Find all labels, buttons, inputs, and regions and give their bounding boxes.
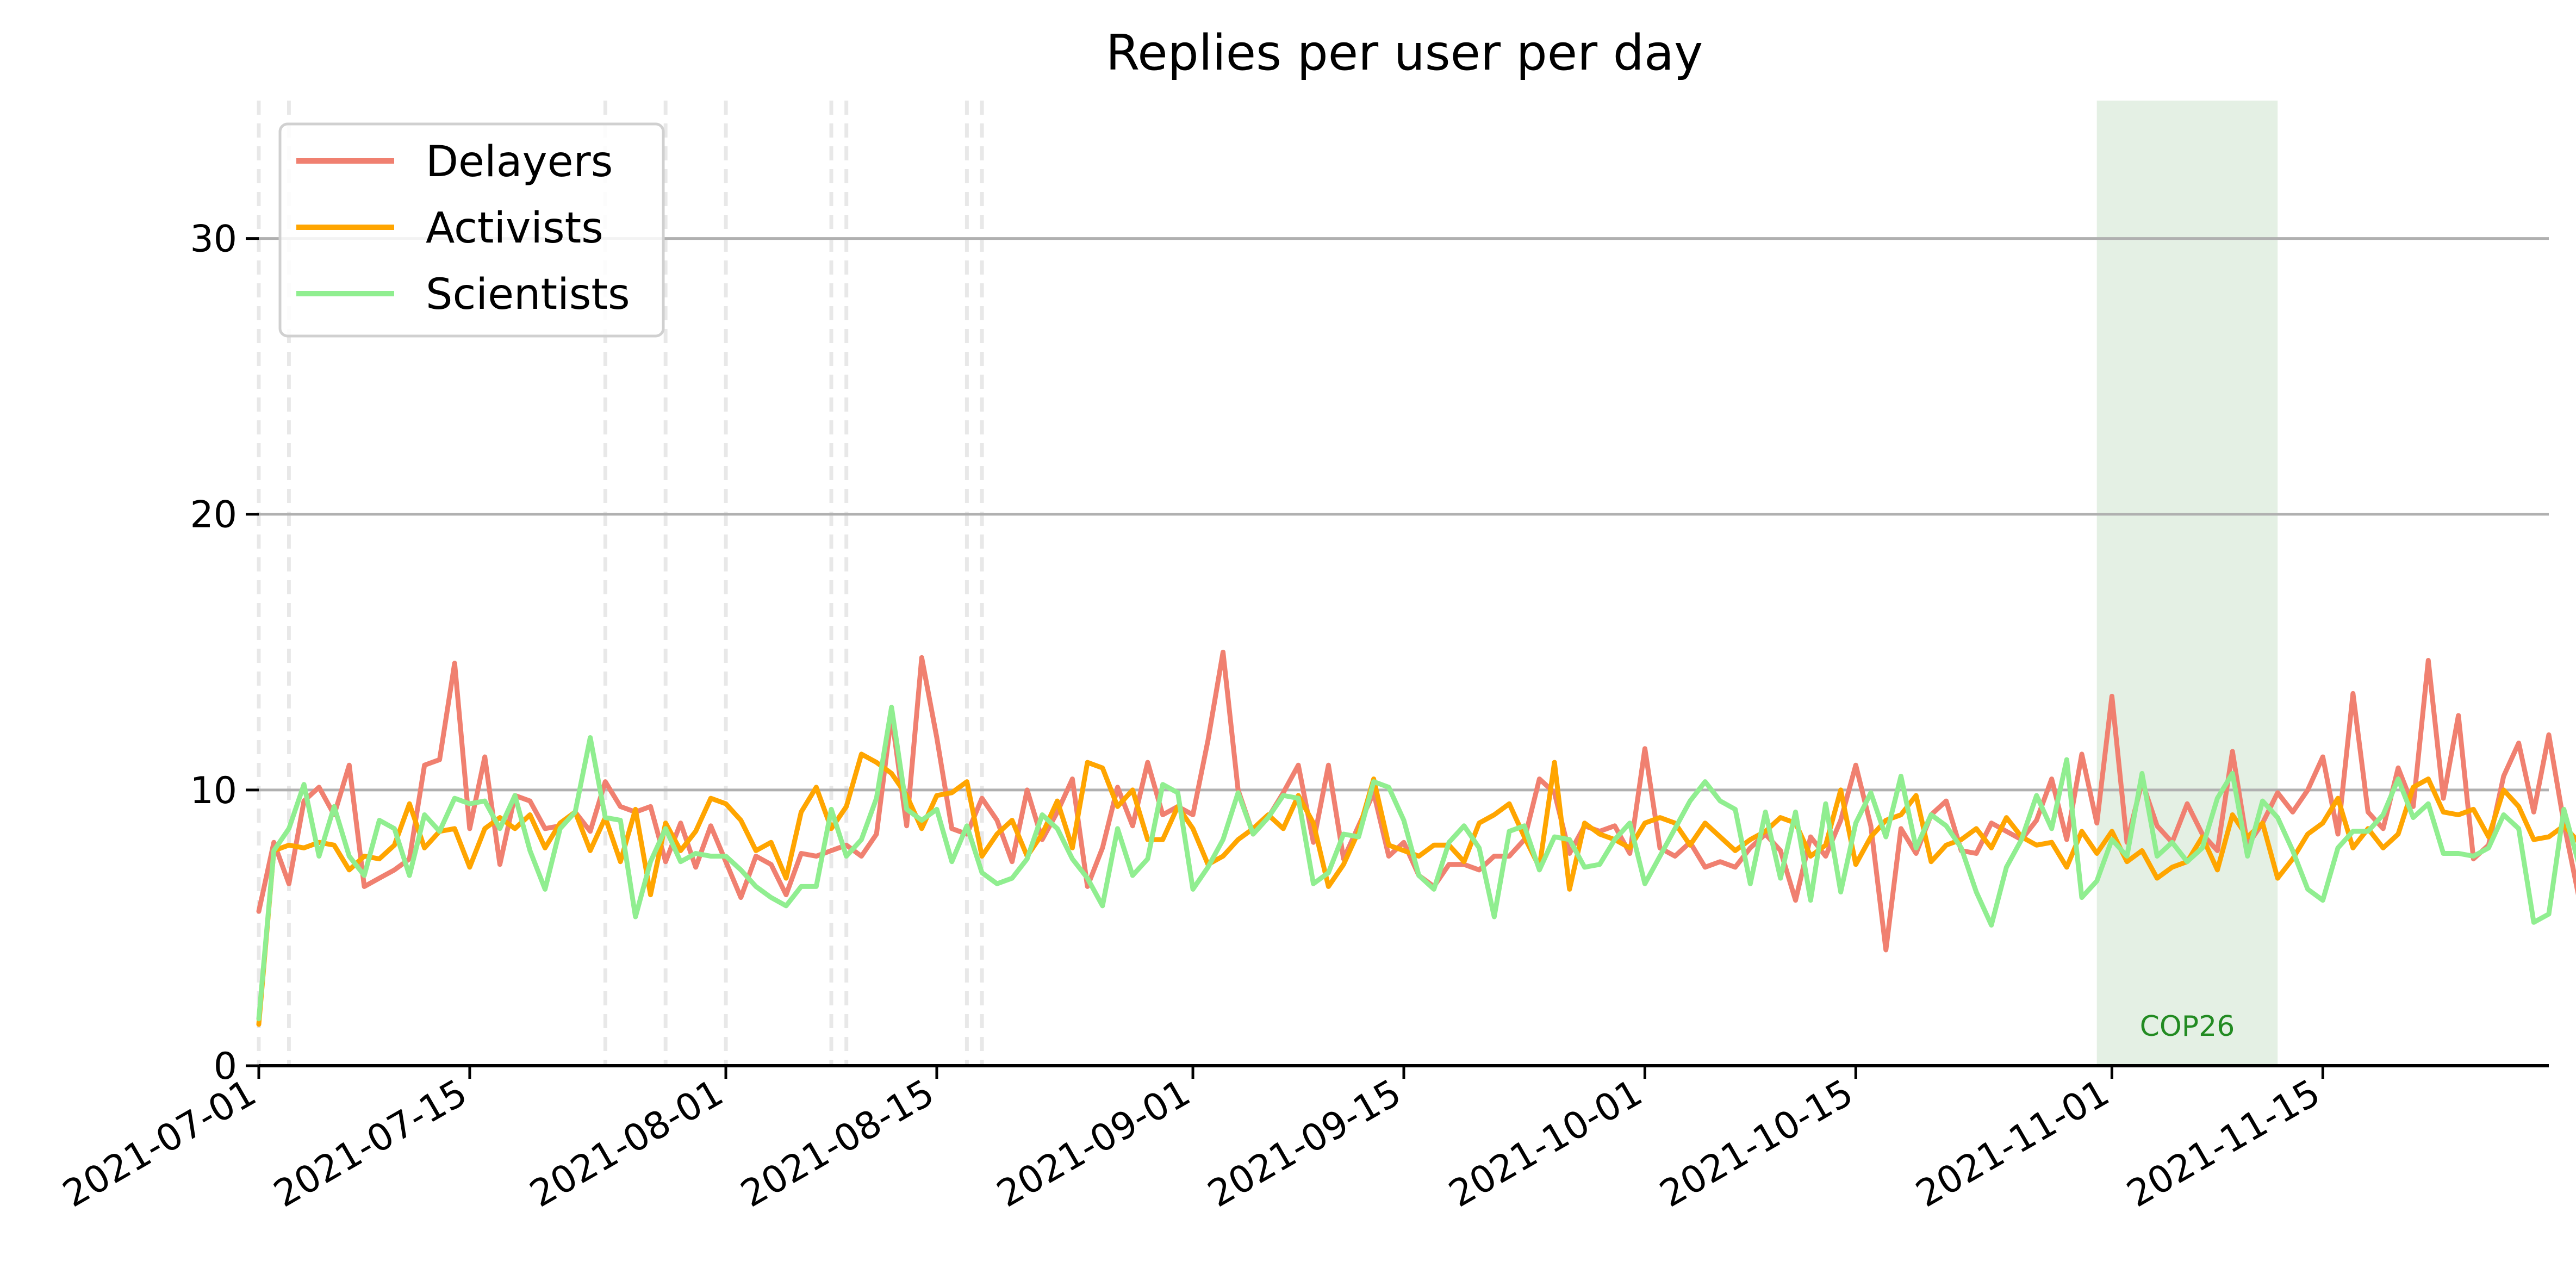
series-lines — [256, 649, 2576, 1027]
x-tick-label-2021-08-01: 2021-08-01 — [523, 1071, 731, 1216]
legend-label-scientists: Scientists — [426, 270, 630, 319]
legend-label-activists: Activists — [426, 204, 603, 253]
x-tick-label-2021-10-15: 2021-10-15 — [1653, 1071, 1861, 1216]
y-tick-label-30: 30 — [190, 218, 237, 261]
y-tick-label-0: 0 — [214, 1045, 237, 1088]
x-tick-label-2021-07-01: 2021-07-01 — [56, 1071, 264, 1216]
series-line-delayers — [256, 649, 2576, 953]
annotation-cop26: COP26 — [2140, 1010, 2235, 1043]
y-tick-label-20: 20 — [190, 494, 237, 537]
x-tick-label-2021-11-15: 2021-11-15 — [2120, 1071, 2328, 1216]
series-line-activists — [256, 751, 2576, 1027]
series-line-scientists — [256, 705, 2576, 1022]
x-tick-label-2021-07-15: 2021-07-15 — [267, 1071, 475, 1216]
shade-layer — [2096, 101, 2278, 1066]
shaded-region-cop26 — [2096, 101, 2278, 1066]
x-tick-label-2021-08-15: 2021-08-15 — [734, 1071, 942, 1216]
annotations: COP26 — [2140, 1010, 2235, 1043]
x-tick-label-2021-09-01: 2021-09-01 — [990, 1071, 1198, 1216]
legend: Delayers Activists Scientists — [278, 122, 665, 338]
x-tick-label-2021-09-15: 2021-09-15 — [1201, 1071, 1409, 1216]
x-tick-label-2021-11-01: 2021-11-01 — [1909, 1071, 2117, 1216]
legend-label-delayers: Delayers — [426, 138, 613, 187]
legend-box — [278, 122, 665, 338]
y-tick-label-10: 10 — [190, 769, 237, 812]
chart-title: Replies per user per day — [1106, 24, 1703, 82]
x-tick-label-2021-10-01: 2021-10-01 — [1442, 1071, 1650, 1216]
